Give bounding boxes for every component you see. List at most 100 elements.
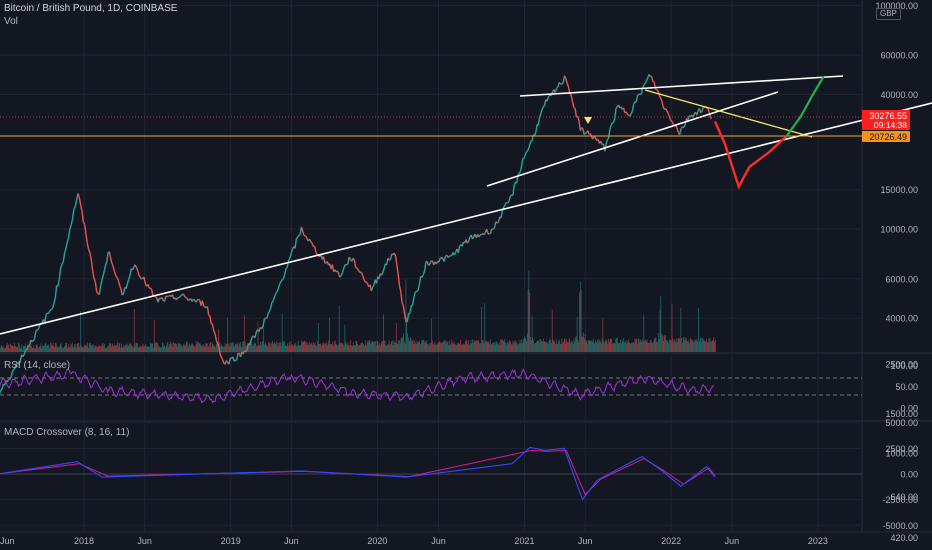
price-candle [206, 306, 210, 316]
price-candle [401, 302, 404, 306]
volume-bar [365, 340, 367, 352]
volume-bar [433, 344, 435, 352]
volume-bar [60, 343, 62, 352]
volume-bar [47, 345, 48, 352]
volume-bar [272, 343, 274, 352]
volume-bar [256, 345, 257, 352]
volume-bar [628, 342, 630, 352]
volume-bar [75, 344, 76, 352]
volume-bar [437, 342, 439, 352]
volume-bar [230, 346, 232, 352]
volume-bar [702, 339, 704, 352]
price-candle [403, 314, 407, 322]
volume-bar [3, 348, 5, 352]
price-candle [118, 285, 122, 289]
volume-bar [553, 341, 555, 352]
volume-bar [276, 342, 278, 352]
price-candle [201, 300, 205, 306]
volume-bar [94, 346, 96, 352]
volume-bar [250, 341, 252, 352]
volume-bar [237, 342, 239, 352]
price-candle [396, 264, 399, 275]
volume-bar [446, 340, 448, 352]
volume-bar [333, 345, 334, 352]
price-candle [336, 270, 340, 275]
volume-bars [0, 270, 716, 352]
volume-bar [405, 279, 407, 352]
volume-bar [698, 308, 699, 352]
volume-bar [378, 343, 380, 352]
volume-bar [220, 343, 222, 352]
price-candle [421, 274, 424, 278]
volume-bar [104, 343, 105, 352]
volume-bar [166, 342, 168, 352]
volume-bar [110, 343, 112, 352]
volume-bar [144, 345, 146, 352]
price-candle [400, 291, 403, 303]
price-candle [187, 299, 190, 302]
volume-bar [532, 337, 534, 352]
volume-bar [581, 336, 583, 352]
volume-bar [291, 345, 293, 352]
price-candle [522, 157, 525, 160]
volume-bar [669, 339, 670, 352]
price-tick-label: 2500.00 [885, 359, 918, 369]
volume-bar [678, 338, 680, 352]
price-candle [443, 256, 447, 262]
price-candle [643, 83, 646, 86]
volume-bar [535, 342, 537, 352]
volume-bar [350, 345, 352, 352]
volume-bar [116, 342, 118, 352]
price-candle [538, 113, 542, 118]
price-candle [139, 276, 143, 280]
price-candle [215, 339, 219, 344]
volume-bar [318, 344, 320, 352]
price-candle [650, 76, 654, 82]
volume-bar [582, 337, 584, 352]
price-candle [361, 273, 365, 279]
currency-badge[interactable]: GBP [876, 8, 901, 20]
volume-bar [375, 345, 377, 352]
volume-bar [681, 337, 683, 352]
volume-bar [211, 346, 212, 352]
volume-bar [689, 343, 691, 352]
volume-bar [579, 292, 580, 352]
volume-bar [522, 342, 523, 352]
volume-bar [200, 345, 202, 352]
volume-bar [407, 333, 408, 352]
price-candle [211, 323, 215, 332]
volume-bar [608, 338, 609, 352]
price-candle [577, 116, 580, 122]
volume-bar [571, 340, 572, 352]
price-candle [0, 390, 2, 395]
volume-bar [589, 340, 591, 352]
volume-bar [43, 346, 45, 352]
price-candle [220, 356, 224, 360]
volume-bar [608, 342, 610, 352]
price-candle [310, 240, 313, 244]
price-candle [285, 266, 288, 269]
volume-bar [552, 339, 554, 352]
volume-bar [120, 344, 122, 352]
volume-bar [682, 342, 683, 352]
macd-tick-label: 2500.00 [885, 444, 918, 454]
volume-bar [260, 341, 261, 352]
volume-bar [497, 344, 499, 352]
volume-bar [285, 345, 287, 352]
volume-bar [622, 341, 624, 352]
volume-bar [248, 342, 250, 352]
volume-bar [300, 344, 302, 352]
volume-bar [699, 338, 701, 352]
price-candle [658, 94, 662, 99]
volume-bar [419, 344, 421, 352]
price-candle [263, 317, 267, 321]
price-candle [533, 132, 537, 136]
descending-trendline [644, 89, 813, 138]
volume-bar [714, 339, 716, 352]
volume-bar [705, 341, 707, 352]
volume-bar [293, 343, 295, 352]
volume-bar [192, 344, 194, 352]
volume-bar [186, 341, 187, 352]
price-candle [297, 235, 300, 238]
